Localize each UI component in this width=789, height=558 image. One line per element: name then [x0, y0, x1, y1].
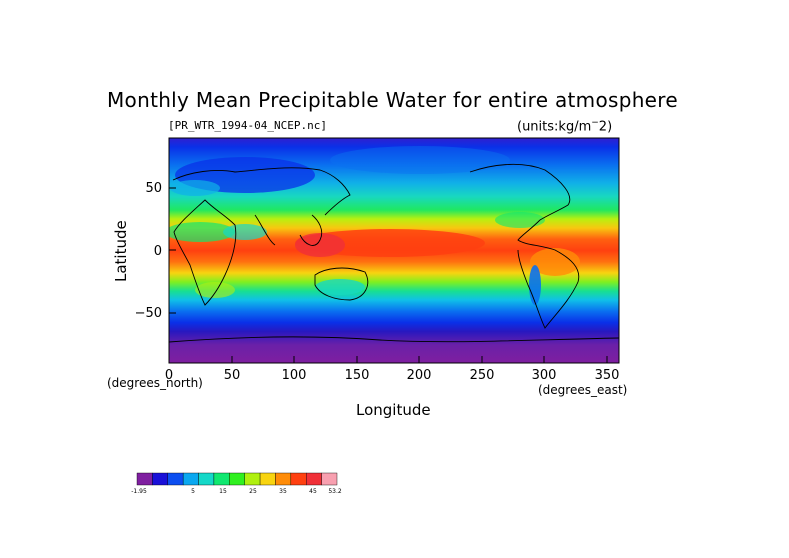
- india-seasia-coast: [254, 214, 323, 246]
- amazon-region: [530, 248, 580, 276]
- x-tick-label: 300: [532, 368, 557, 383]
- units-label: (units:kg/m−2): [517, 118, 613, 135]
- y-ticks: [169, 187, 176, 314]
- north-pacific-region: [330, 146, 510, 174]
- colorbar-tick-label: 15: [219, 488, 227, 495]
- x-unit-label: (degrees_east): [538, 383, 628, 397]
- x-axis-label: Longitude: [356, 401, 431, 419]
- colorbar-swatch: [306, 472, 322, 486]
- antarctica-coast: [168, 336, 620, 343]
- southern-africa-region: [195, 282, 235, 298]
- sahara-region: [169, 222, 235, 242]
- colorbar-swatch: [167, 472, 184, 486]
- x-ticks: [168, 356, 608, 363]
- y-tick-label: 50: [145, 181, 162, 196]
- x-tick-label: 100: [282, 368, 307, 383]
- colorbar-swatch: [275, 472, 292, 486]
- colorbar-swatch: [136, 472, 153, 486]
- arabia-region: [223, 224, 267, 240]
- colorbar-swatch: [182, 472, 199, 486]
- chart-subtitle: [PR_WTR_1994-04_NCEP.nc]: [168, 119, 327, 132]
- andes-region: [529, 265, 541, 305]
- colorbar-swatch: [290, 472, 307, 486]
- colorbar-tick-label: 53.2: [328, 488, 342, 495]
- coastlines: [168, 163, 620, 343]
- colorbar-tick-label: 45: [309, 488, 317, 495]
- africa-eurasia-coast: [172, 167, 351, 306]
- australia-region: [315, 279, 365, 295]
- chart-title: Monthly Mean Precipitable Water for enti…: [107, 88, 678, 112]
- colorbar-tick-label: 5: [191, 488, 195, 495]
- australia-coast: [314, 267, 369, 301]
- y-axis-label: Latitude: [112, 220, 130, 282]
- colorbar-labels: -1.95 5 15 25 35 45 53.2: [131, 488, 342, 495]
- colorbar-tick-label: 35: [279, 488, 287, 495]
- colorbar-swatch: [259, 472, 276, 486]
- colorbar-tick-label: -1.95: [131, 488, 147, 495]
- colorbar-swatch: [229, 472, 245, 486]
- colorbar-swatch: [198, 472, 215, 486]
- colorbar-tick-label: 25: [249, 488, 257, 495]
- x-tick-label: 250: [470, 368, 495, 383]
- x-tick-label: 50: [224, 368, 241, 383]
- maritime-continent: [295, 233, 345, 257]
- x-tick-label: 350: [595, 368, 620, 383]
- colorbar-swatch: [213, 472, 230, 486]
- colorbar-swatch: [244, 472, 261, 486]
- mediterranean-region: [170, 180, 220, 196]
- colorbar-swatch: [321, 472, 338, 486]
- x-tick-label: 0: [165, 368, 173, 383]
- x-tick-label: 200: [407, 368, 432, 383]
- americas-coast: [469, 163, 580, 329]
- y-tick-label: −50: [135, 306, 162, 321]
- y-unit-label: (degrees_north): [107, 376, 203, 390]
- x-tick-label: 150: [345, 368, 370, 383]
- colorbar: [136, 472, 338, 486]
- y-tick-label: 0: [154, 244, 162, 259]
- colorbar-swatch: [152, 472, 168, 486]
- mexico-region: [495, 212, 545, 228]
